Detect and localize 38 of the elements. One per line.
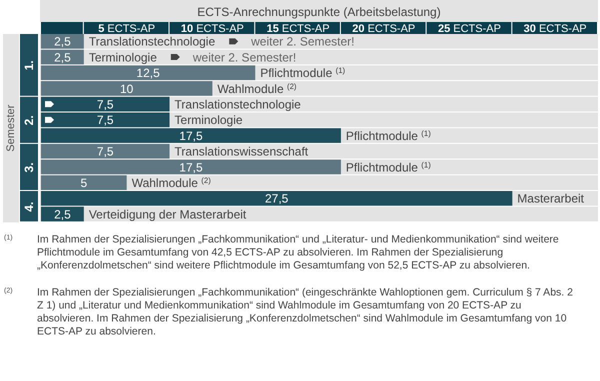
y-tick-label: Translationstechnologie [174, 98, 302, 112]
y-tick-label: Terminologie [88, 50, 158, 64]
y-tick-label: Wahlmodule $^{(2)}$ [217, 81, 297, 96]
y-tick-label: Wahlmodule $^{(2)}$ [132, 176, 212, 190]
data-label: 2,5 [54, 207, 72, 222]
data-label: 17,5 [179, 160, 203, 174]
annotation: weiter 2. Semester! [192, 50, 296, 64]
y-tick-label: Masterarbeit [517, 192, 585, 206]
y-tick-label: Translationstechnologie [88, 34, 216, 49]
text: 4. [22, 202, 36, 212]
text: 3. [22, 162, 36, 172]
data-label: 27,5 [264, 192, 289, 206]
data-label: 2,5 [54, 34, 72, 49]
chart-title: ECTS-Anrechnungspunkte (Arbeitsbelastung) [197, 5, 441, 19]
y-tick-label: Pflichtmodule $^{(1)}$ [346, 160, 432, 174]
x-tick-label: 30 ECTS-AP [524, 23, 587, 35]
data-label: 5 [80, 176, 88, 190]
y-tick-label: Pflichtmodule $^{(1)}$ [346, 128, 432, 143]
y-tick-label: Terminologie [174, 113, 243, 128]
data-label: 10 [120, 82, 134, 96]
annotation: weiter 2. Semester! [250, 34, 355, 49]
y-tick-label: Verteidigung der Masterarbeit [88, 207, 247, 222]
data-label: 17,5 [179, 128, 203, 143]
y-axis-title: Semester [5, 104, 17, 152]
data-label: 2,5 [54, 50, 72, 64]
data-label: 7,5 [96, 144, 114, 159]
x-tick-label: 5 ECTS-AP [98, 23, 156, 35]
x-tick-label: 20 ECTS-AP [352, 23, 416, 35]
data-label: 7,5 [96, 113, 114, 128]
x-tick-label: 25 ECTS-AP [438, 23, 501, 35]
x-tick-label: 10 ECTS-AP [180, 23, 244, 35]
text: 1. [22, 60, 36, 70]
y-tick-label: Translationswissenschaft [174, 144, 309, 159]
y-tick-label: Pflichtmodule $^{(1)}$ [260, 66, 346, 80]
data-label: 7,5 [96, 98, 114, 112]
data-label: 12,5 [136, 66, 160, 80]
text: 2. [22, 115, 36, 126]
x-tick-label: 15 ECTS-AP [266, 23, 330, 35]
